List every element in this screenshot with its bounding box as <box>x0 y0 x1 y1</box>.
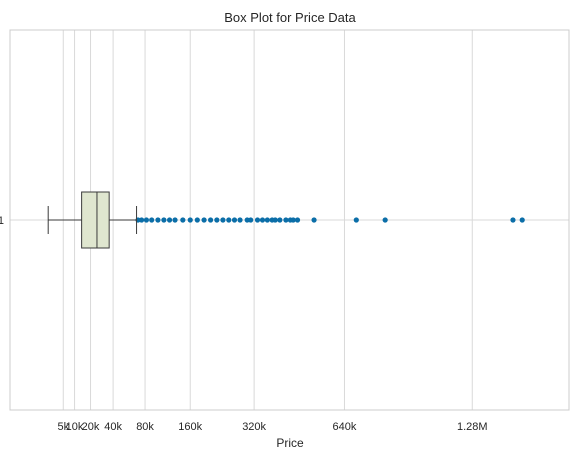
outlier-point <box>231 217 238 223</box>
outlier-point <box>207 217 214 223</box>
x-axis-label: Price <box>276 436 304 450</box>
outlier-point <box>510 217 516 223</box>
outlier-point <box>382 217 388 223</box>
x-tick-label: 5k <box>57 421 69 433</box>
outlier-point <box>259 217 266 223</box>
outlier-point <box>172 217 178 223</box>
outlier-point <box>187 217 193 223</box>
outlier-point <box>214 217 220 223</box>
outlier-point <box>166 217 173 223</box>
outlier-point <box>143 217 150 223</box>
outlier-point <box>353 217 359 223</box>
outlier-point <box>248 217 254 223</box>
outlier-point <box>149 217 155 223</box>
outlier-point <box>290 217 296 223</box>
chart-title: Box Plot for Price Data <box>224 10 356 25</box>
outlier-point <box>139 217 145 223</box>
box-element <box>47 191 138 249</box>
outlier-point <box>161 217 167 223</box>
outlier-point <box>155 217 161 223</box>
outlier-point <box>194 217 200 223</box>
x-tick-label: 640k <box>333 421 357 433</box>
outlier-point <box>254 217 261 223</box>
outlier-point <box>277 217 283 223</box>
y-tick-label: 1 <box>0 215 4 227</box>
outlier-point <box>226 217 232 223</box>
x-tick-label: 10k <box>66 421 84 433</box>
x-tick-label: 1.28M <box>457 421 488 433</box>
outlier-point <box>294 217 301 223</box>
outlier-point <box>180 217 186 223</box>
plot-frame <box>9 29 570 411</box>
outlier-point <box>264 217 270 223</box>
x-tick-label: 20k <box>82 421 100 433</box>
x-tick-label: 320k <box>242 421 266 433</box>
outlier-point <box>220 217 226 223</box>
x-tick-label: 40k <box>104 421 122 433</box>
outlier-point <box>519 217 525 223</box>
outlier-point <box>237 217 243 223</box>
interquartile-box <box>81 191 110 249</box>
outlier-point <box>272 217 278 223</box>
x-tick-label: 160k <box>178 421 202 433</box>
x-tick-label: 80k <box>136 421 154 433</box>
outlier-point <box>283 217 289 223</box>
outlier-point <box>201 217 207 223</box>
outlier-point <box>311 217 317 223</box>
